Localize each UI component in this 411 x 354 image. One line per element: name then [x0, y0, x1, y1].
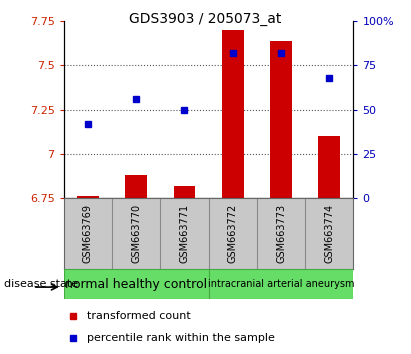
Text: GSM663769: GSM663769	[83, 204, 93, 263]
Text: disease state: disease state	[4, 279, 78, 289]
Bar	[319, 136, 340, 198]
Text: percentile rank within the sample: percentile rank within the sample	[87, 332, 275, 343]
Text: intracranial arterial aneurysm: intracranial arterial aneurysm	[208, 279, 354, 289]
Text: GSM663770: GSM663770	[131, 204, 141, 263]
Bar	[222, 30, 244, 198]
Bar	[270, 41, 292, 198]
Text: GSM663771: GSM663771	[180, 204, 189, 263]
Text: transformed count: transformed count	[87, 311, 191, 321]
Text: normal healthy control: normal healthy control	[65, 278, 207, 291]
Text: GSM663772: GSM663772	[228, 204, 238, 263]
Bar	[64, 269, 208, 299]
Text: GSM663773: GSM663773	[276, 204, 286, 263]
Bar	[173, 186, 195, 198]
Bar	[209, 269, 353, 299]
Bar	[125, 175, 147, 198]
Bar	[77, 196, 99, 198]
Text: GSM663774: GSM663774	[324, 204, 334, 263]
Text: GDS3903 / 205073_at: GDS3903 / 205073_at	[129, 12, 282, 27]
